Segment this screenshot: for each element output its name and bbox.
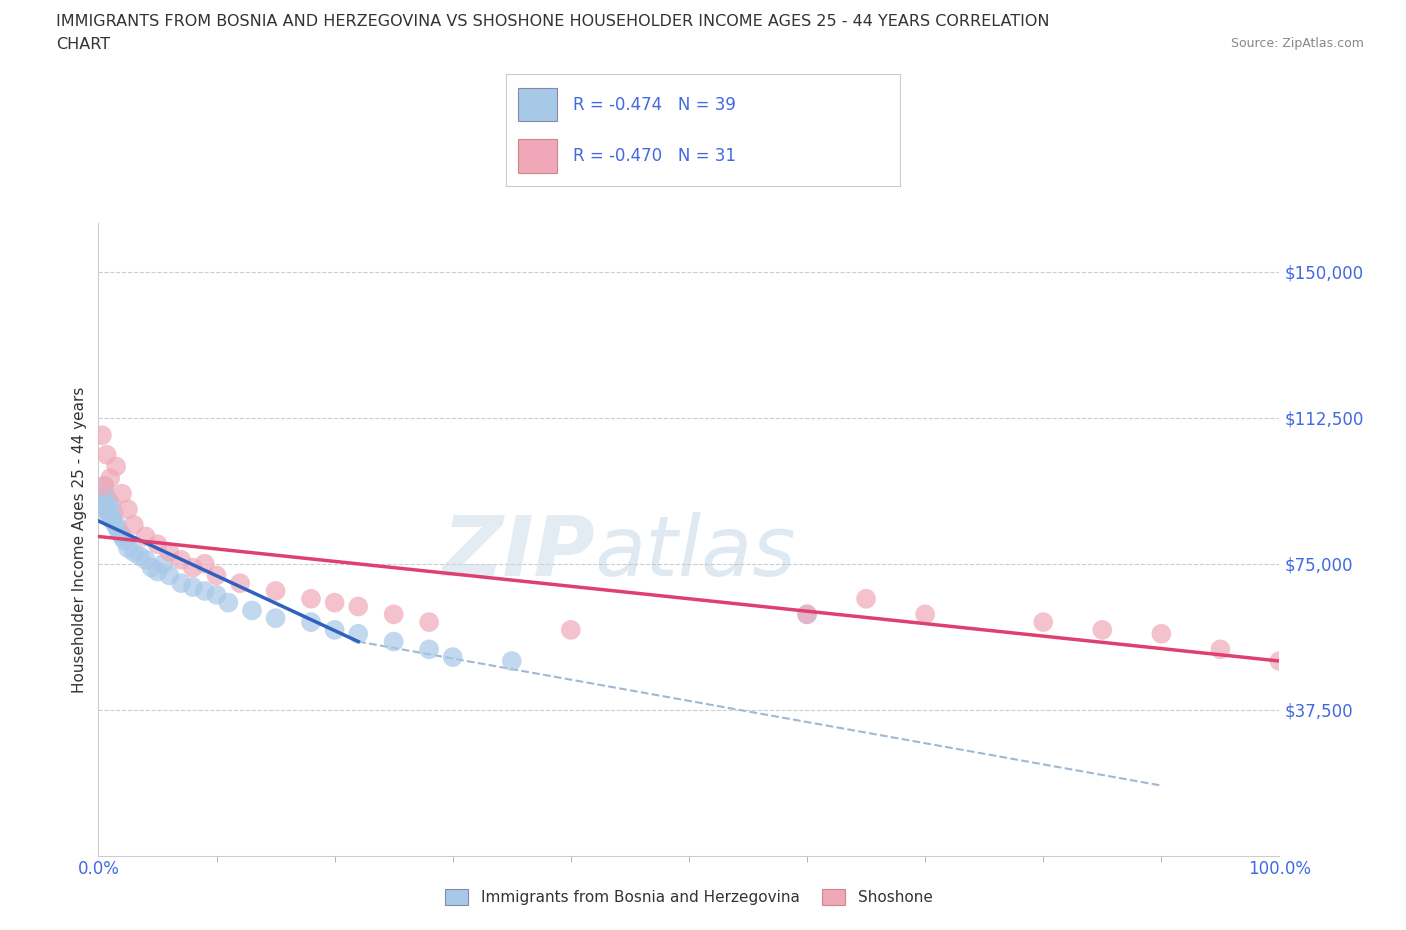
- Point: [194, 583, 217, 598]
- Point: [181, 579, 204, 594]
- Point: [97, 506, 120, 521]
- Point: [122, 545, 145, 560]
- Point: [101, 513, 124, 528]
- Point: [135, 552, 157, 567]
- Point: [170, 552, 193, 567]
- Point: [501, 654, 523, 669]
- Point: [105, 521, 128, 536]
- Point: [94, 502, 117, 517]
- Y-axis label: Householder Income Ages 25 - 44 years: Householder Income Ages 25 - 44 years: [72, 386, 87, 693]
- Point: [98, 510, 121, 525]
- Point: [93, 478, 115, 493]
- Point: [146, 537, 169, 551]
- Point: [796, 607, 818, 622]
- Point: [382, 634, 405, 649]
- Point: [382, 607, 405, 622]
- Point: [128, 549, 150, 564]
- Point: [96, 447, 118, 462]
- Legend: Immigrants from Bosnia and Herzegovina, Shoshone: Immigrants from Bosnia and Herzegovina, …: [439, 883, 939, 911]
- Point: [170, 576, 193, 591]
- Point: [205, 588, 228, 603]
- Point: [157, 545, 180, 560]
- Point: [122, 517, 145, 532]
- Point: [98, 494, 121, 509]
- Point: [418, 615, 440, 630]
- Point: [205, 568, 228, 583]
- Point: [157, 568, 180, 583]
- Point: [152, 556, 174, 571]
- Point: [93, 478, 115, 493]
- FancyBboxPatch shape: [517, 87, 557, 121]
- Point: [299, 591, 322, 606]
- Point: [91, 486, 114, 501]
- Point: [264, 611, 287, 626]
- Point: [112, 533, 135, 548]
- Point: [855, 591, 877, 606]
- Text: R = -0.470   N = 31: R = -0.470 N = 31: [574, 147, 737, 165]
- Point: [135, 529, 157, 544]
- Text: atlas: atlas: [595, 512, 796, 592]
- Point: [323, 595, 346, 610]
- Point: [323, 622, 346, 637]
- Point: [1209, 642, 1232, 657]
- Point: [560, 622, 582, 637]
- Point: [796, 607, 818, 622]
- Point: [103, 506, 125, 521]
- Point: [217, 595, 239, 610]
- Point: [111, 529, 134, 544]
- Point: [111, 486, 134, 501]
- Point: [117, 540, 139, 555]
- Point: [141, 560, 163, 575]
- Point: [117, 502, 139, 517]
- Text: ZIP: ZIP: [441, 512, 595, 592]
- Point: [418, 642, 440, 657]
- Point: [441, 650, 464, 665]
- Point: [914, 607, 936, 622]
- Text: Source: ZipAtlas.com: Source: ZipAtlas.com: [1230, 37, 1364, 50]
- Point: [181, 560, 204, 575]
- Point: [1268, 654, 1291, 669]
- Point: [264, 583, 287, 598]
- Point: [96, 490, 118, 505]
- Point: [347, 626, 370, 641]
- Point: [1091, 622, 1114, 637]
- Point: [91, 428, 114, 443]
- Text: R = -0.474   N = 39: R = -0.474 N = 39: [574, 96, 735, 113]
- Point: [194, 556, 217, 571]
- Point: [299, 615, 322, 630]
- Point: [1150, 626, 1173, 641]
- Point: [347, 599, 370, 614]
- Point: [1032, 615, 1054, 630]
- Point: [100, 498, 122, 512]
- Point: [105, 459, 128, 474]
- Point: [91, 498, 114, 512]
- Point: [108, 525, 131, 540]
- Text: IMMIGRANTS FROM BOSNIA AND HERZEGOVINA VS SHOSHONE HOUSEHOLDER INCOME AGES 25 - : IMMIGRANTS FROM BOSNIA AND HERZEGOVINA V…: [56, 14, 1050, 29]
- FancyBboxPatch shape: [517, 140, 557, 173]
- Point: [146, 565, 169, 579]
- Point: [240, 603, 263, 618]
- Point: [105, 517, 128, 532]
- Point: [98, 471, 121, 485]
- Point: [229, 576, 252, 591]
- Text: CHART: CHART: [56, 37, 110, 52]
